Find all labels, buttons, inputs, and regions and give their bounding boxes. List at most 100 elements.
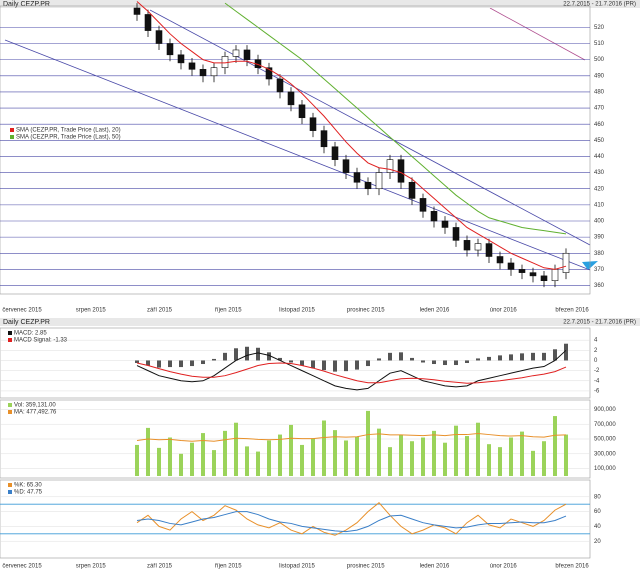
- candle-body: [342, 159, 350, 173]
- y-tick-label: 440: [594, 154, 605, 160]
- moving-average: [224, 2, 567, 235]
- y-tick-label: -4: [594, 378, 600, 384]
- candle-body: [441, 220, 449, 228]
- histogram-bar: [333, 360, 337, 372]
- volume-bar: [542, 441, 546, 476]
- y-tick-label: 80: [594, 494, 601, 500]
- candle-body: [386, 159, 394, 173]
- histogram-bar: [399, 352, 403, 361]
- x-tick-label: prosinec 2015: [347, 308, 385, 314]
- x-tick-label: listopad 2015: [279, 564, 315, 570]
- volume-bar: [476, 422, 480, 476]
- histogram-bar: [212, 358, 216, 361]
- histogram-bar: [432, 360, 436, 365]
- y-tick-label: 300,000: [594, 451, 616, 457]
- histogram-bar: [355, 360, 359, 370]
- histogram-bar: [135, 360, 139, 363]
- volume-bar: [388, 447, 392, 476]
- histogram-bar: [520, 353, 524, 361]
- volume-bar: [421, 437, 425, 476]
- y-tick-label: -6: [594, 389, 600, 395]
- y-tick-label: 400: [594, 219, 605, 225]
- candle-body: [375, 172, 383, 190]
- indicator-line: [136, 511, 567, 533]
- histogram-bar: [256, 347, 260, 361]
- histogram-bar: [179, 360, 183, 368]
- y-tick-label: 500,000: [594, 437, 616, 443]
- y-tick-label: 20: [594, 539, 601, 545]
- candle-body: [452, 227, 460, 241]
- histogram-bar: [201, 360, 205, 365]
- legend-label: %K: 65.30: [14, 483, 42, 489]
- x-tick-label: prosinec 2015: [347, 564, 385, 570]
- x-tick-label: srpen 2015: [76, 308, 107, 314]
- candle-body: [474, 243, 482, 251]
- volume-bar: [509, 437, 513, 476]
- x-tick-label: říjen 2015: [215, 308, 242, 314]
- candle-body: [518, 269, 526, 273]
- histogram-bar: [168, 360, 172, 368]
- x-tick-label: únor 2016: [490, 308, 518, 314]
- y-tick-label: 360: [594, 283, 605, 289]
- candle-body: [496, 256, 504, 264]
- y-tick-label: 60: [594, 509, 601, 515]
- y-tick-label: 510: [594, 41, 605, 47]
- candle-body: [210, 67, 218, 77]
- volume-bar: [432, 430, 436, 476]
- trend-line: [149, 9, 591, 246]
- volume-bar: [399, 434, 403, 476]
- volume-bar: [311, 438, 315, 476]
- candle-body: [199, 69, 207, 77]
- y-tick-label: 430: [594, 170, 605, 176]
- panel-header: [0, 0, 640, 8]
- volume-bar: [256, 451, 260, 476]
- histogram-bar: [498, 355, 502, 361]
- volume-bar: [553, 416, 557, 476]
- trend-line: [4, 39, 591, 271]
- x-tick-label: srpen 2015: [76, 564, 107, 570]
- candle-body: [364, 181, 372, 190]
- y-tick-label: 470: [594, 106, 605, 112]
- histogram-bar: [366, 360, 370, 367]
- histogram-bar: [267, 352, 271, 361]
- volume-bar: [355, 436, 359, 476]
- histogram-bar: [311, 360, 315, 369]
- volume-bar: [168, 437, 172, 476]
- candle-body: [155, 30, 163, 44]
- volume-bar: [212, 450, 216, 476]
- volume-bar: [223, 430, 227, 476]
- y-tick-label: 480: [594, 89, 605, 95]
- histogram-bar: [421, 360, 425, 363]
- x-tick-label: září 2015: [147, 308, 173, 314]
- y-tick-label: -2: [594, 368, 600, 374]
- histogram-bar: [278, 357, 282, 361]
- volume-bar: [146, 427, 150, 476]
- panel-title: Daily CEZP.PR: [3, 319, 50, 326]
- panel-frame: [0, 479, 591, 559]
- volume-bar: [234, 422, 238, 476]
- y-tick-label: 40: [594, 524, 601, 530]
- candle-body: [463, 240, 471, 251]
- candle-body: [177, 54, 185, 64]
- legend-swatch: [8, 483, 12, 487]
- legend-label: %D: 47.75: [14, 490, 43, 496]
- legend-swatch: [8, 331, 12, 335]
- volume-bar: [344, 440, 348, 476]
- y-tick-label: 460: [594, 122, 605, 128]
- y-tick-label: 900,000: [594, 407, 616, 413]
- histogram-bar: [234, 348, 238, 361]
- candle-body: [331, 146, 339, 160]
- candle-body: [408, 181, 416, 199]
- histogram-bar: [553, 349, 557, 361]
- histogram-bar: [322, 360, 326, 371]
- legend-swatch: [8, 403, 12, 407]
- legend-label: SMA (CEZP.PR, Trade Price (Last), 20): [16, 128, 121, 134]
- volume-bar: [520, 431, 524, 476]
- y-tick-label: 0: [594, 358, 598, 364]
- panel-frame: [0, 5, 591, 295]
- y-tick-label: 420: [594, 186, 605, 192]
- volume-bar: [377, 428, 381, 476]
- volume-bar: [289, 424, 293, 476]
- histogram-bar: [344, 360, 348, 372]
